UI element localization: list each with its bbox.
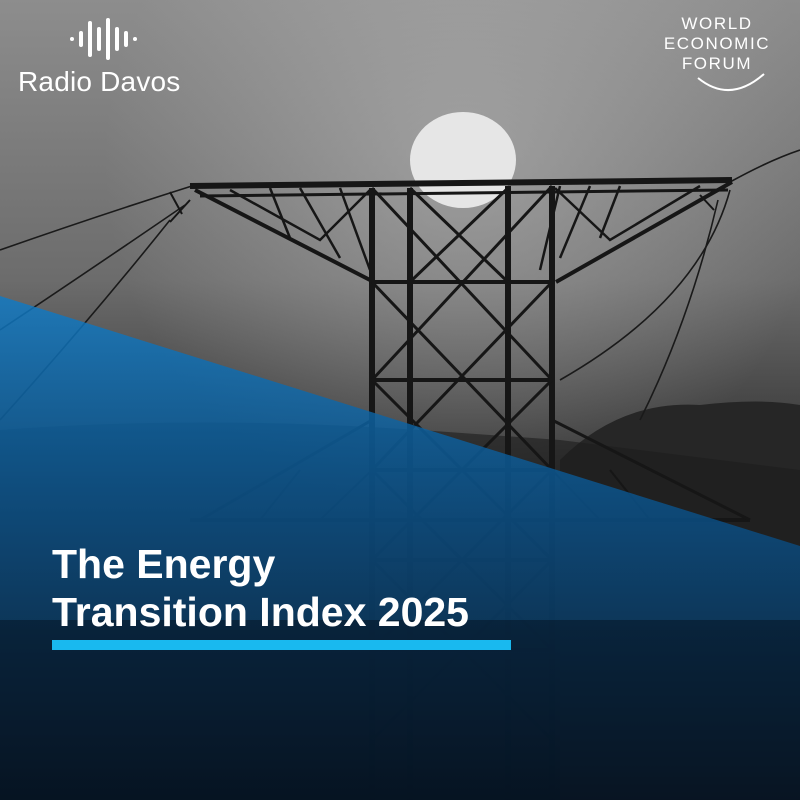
sound-wave-icon [70, 18, 137, 60]
wef-arc-icon [697, 73, 765, 92]
wef-line-1: WORLD [681, 14, 753, 33]
world-economic-forum-logo: WORLD ECONOMIC FORUM [652, 14, 782, 96]
title-underline [52, 640, 511, 650]
blue-overlay [0, 296, 800, 800]
episode-title: The Energy Transition Index 2025 [52, 540, 652, 636]
episode-title-line-1: The Energy [52, 541, 276, 587]
episode-title-line-2: Transition Index 2025 [52, 589, 469, 635]
wef-line-2: ECONOMIC [663, 34, 771, 53]
brand-name: Radio Davos [18, 66, 181, 97]
wef-line-3: FORUM [681, 54, 753, 73]
radio-davos-logo: Radio Davos [18, 18, 198, 98]
